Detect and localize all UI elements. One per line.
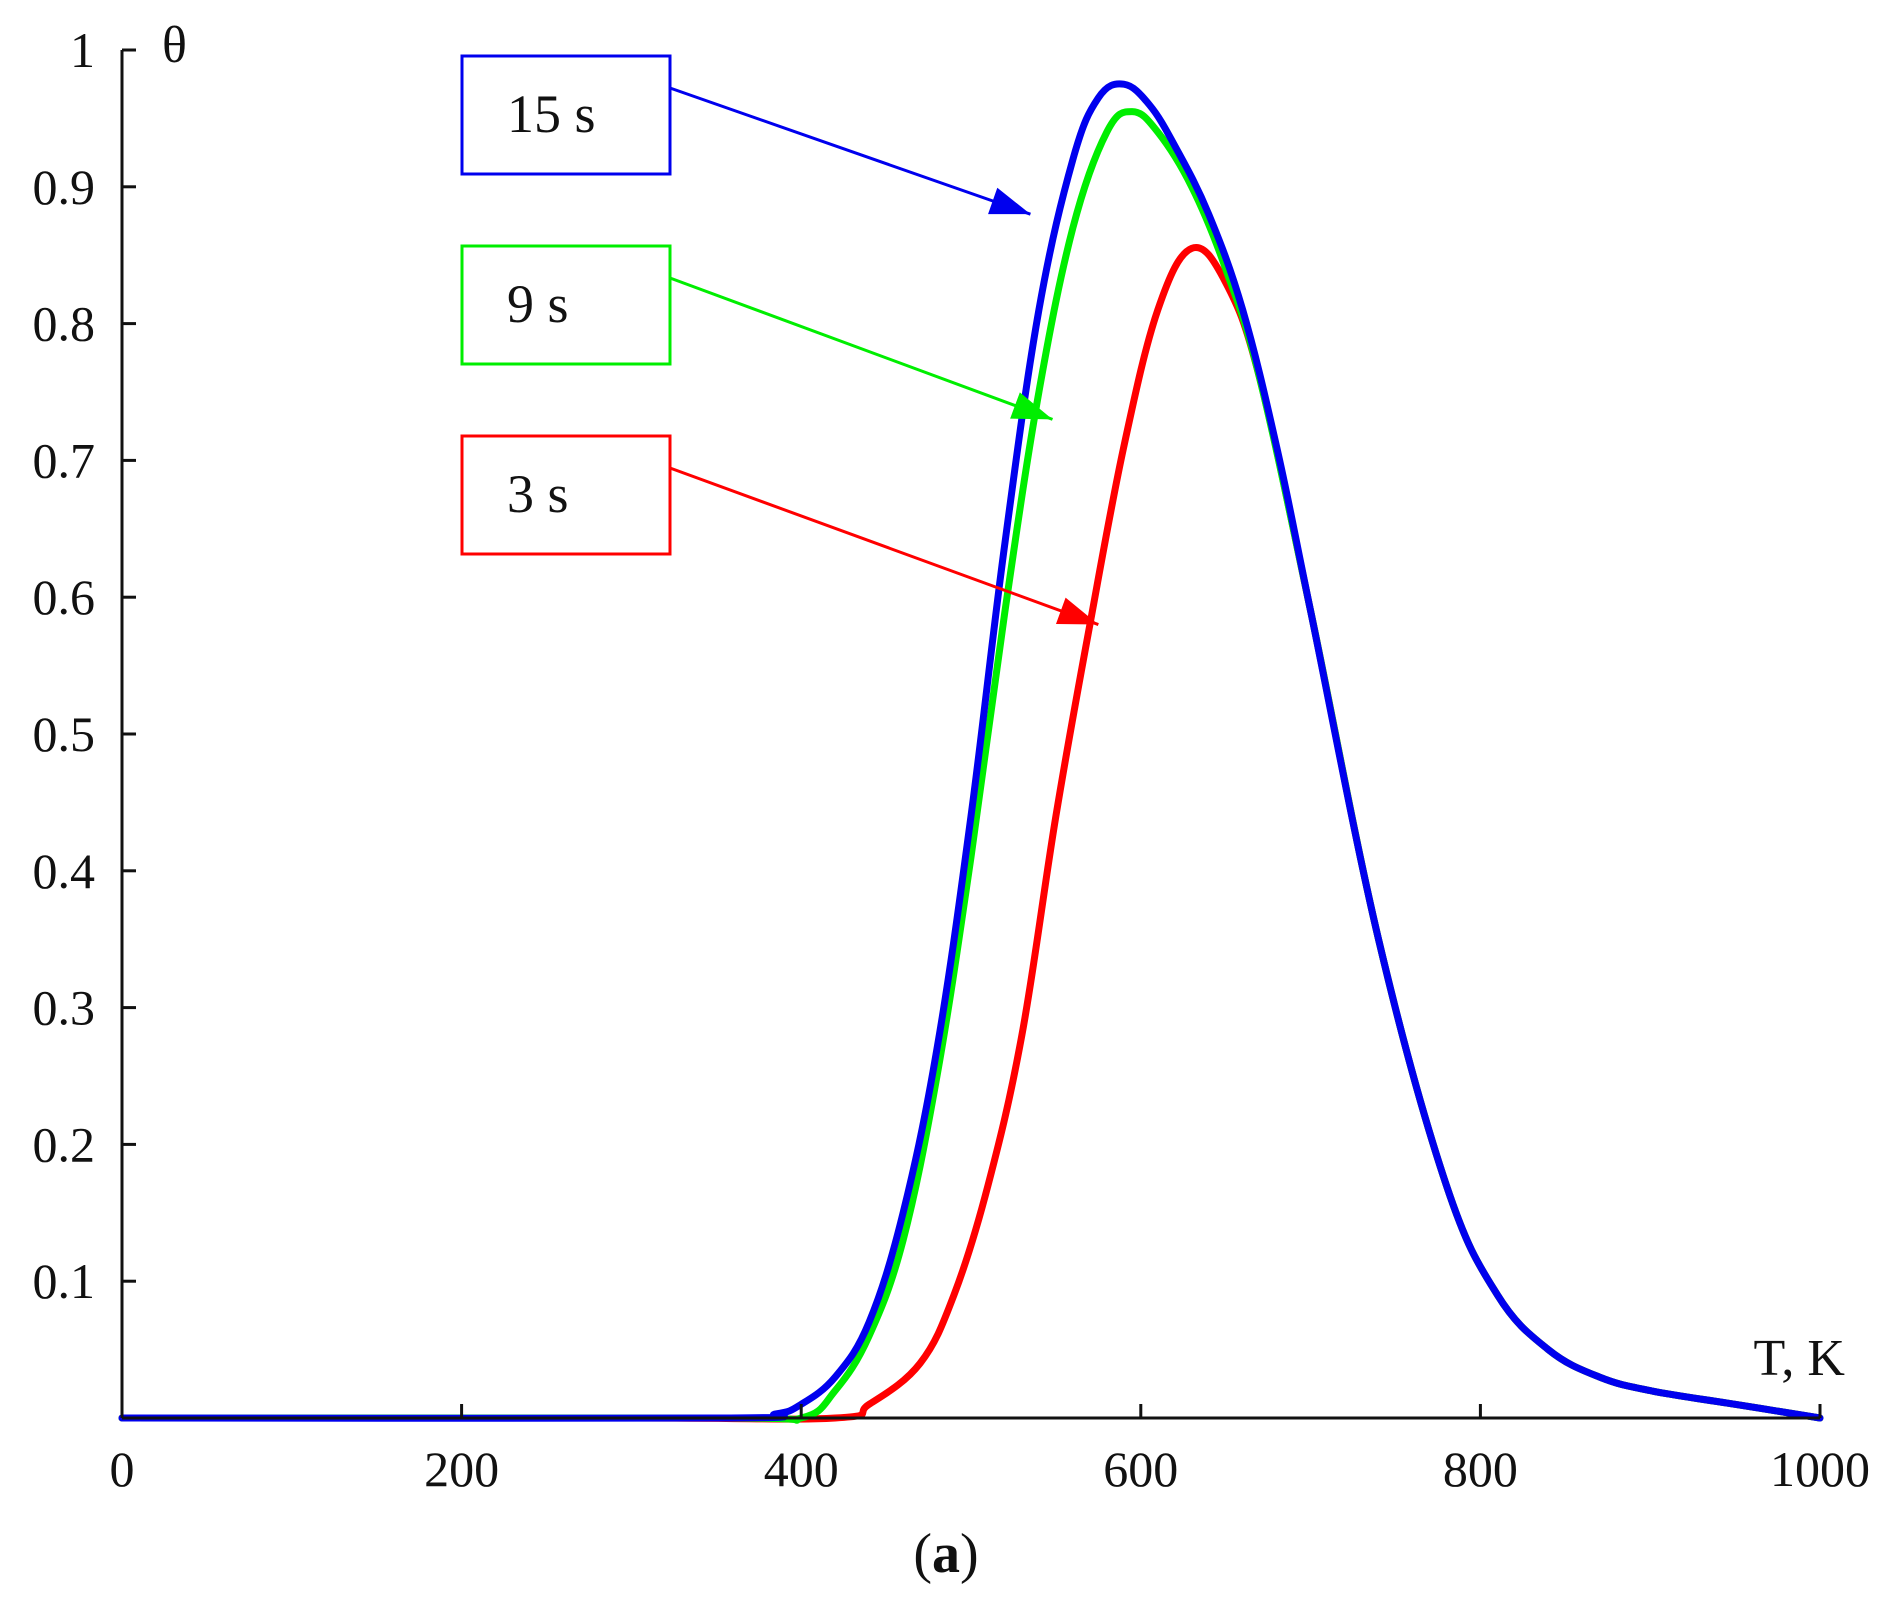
legend-arrow-line (669, 86, 1031, 216)
legend-box-15s: 15 s (460, 54, 1031, 216)
legend-box-frame (460, 54, 672, 176)
x-axis-label: T, K (1754, 1330, 1846, 1387)
x-tick-label: 600 (1103, 1441, 1178, 1497)
y-axis-label: θ (162, 17, 187, 74)
y-tick-label: 0.6 (33, 569, 96, 625)
legend-box-frame (460, 434, 672, 556)
legend-box-9s: 9 s (460, 244, 1054, 421)
y-tick-label: 0.8 (33, 296, 96, 352)
y-tick-label: 0.3 (33, 980, 96, 1036)
legend-arrow-line (669, 466, 1099, 626)
legend-arrow-head (988, 187, 1031, 215)
y-tick-label: 0.1 (33, 1253, 96, 1309)
series-line-15s (118, 80, 1824, 1422)
legend-boxes: 15 s 9 s 3 s (460, 54, 1099, 626)
x-tick-label: 200 (424, 1441, 499, 1497)
y-tick-label: 0.2 (33, 1116, 96, 1172)
legend-box-3s: 3 s (460, 434, 1099, 626)
series-line-9s (118, 108, 1824, 1424)
y-tick-label: 0.7 (33, 432, 96, 488)
series-lines (118, 80, 1824, 1424)
legend-label: 15 s (507, 84, 596, 144)
x-tick-label: 400 (764, 1441, 839, 1497)
axes: 0 200 400 600 800 1000 0.1 0.2 0.3 0.4 0.5 0.6 0.7 0.… (33, 17, 1871, 1497)
legend-arrow-head (1010, 392, 1053, 420)
legend-box-frame (460, 244, 672, 366)
x-tick-label: 800 (1443, 1441, 1518, 1497)
y-tick-label: 1 (70, 22, 95, 78)
y-tick-label: 0.5 (33, 706, 96, 762)
legend-label: 3 s (507, 464, 569, 524)
legend-label: 9 s (507, 274, 569, 334)
legend-arrow-line (669, 276, 1054, 421)
legend-arrow-head (1055, 597, 1099, 625)
x-tick-label: 0 (110, 1441, 135, 1497)
x-tick-label: 1000 (1770, 1441, 1870, 1497)
figure-caption: (a) (913, 1523, 978, 1585)
y-tick-label: 0.4 (33, 843, 96, 899)
y-tick-label: 0.9 (33, 159, 96, 215)
